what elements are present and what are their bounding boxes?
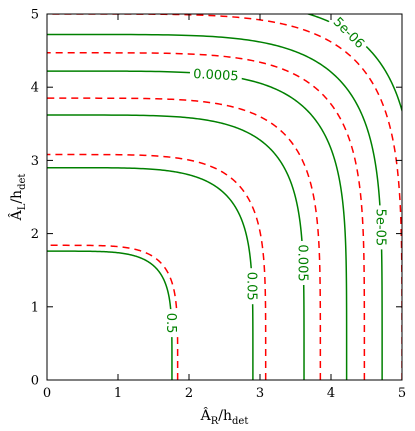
contour-label-group: 0.05 <box>244 268 261 305</box>
solid-contour <box>305 14 402 114</box>
contour-label-group: 5e-05 <box>373 205 389 250</box>
solid-contour <box>47 114 305 380</box>
dashed-contour <box>47 52 366 380</box>
contour-label: 5e-05 <box>373 209 388 247</box>
contour-label-backdrop <box>163 309 180 338</box>
solid-contour <box>47 166 254 380</box>
x-tick-label: 5 <box>398 386 406 401</box>
contour-label-group: 0.5 <box>163 309 180 338</box>
solid-contour <box>47 250 173 380</box>
contour-label: 5e-06 <box>330 15 367 52</box>
contour-label: 0.005 <box>295 244 310 281</box>
y-tick-label: 0 <box>31 374 39 389</box>
x-tick-label: 3 <box>256 386 264 401</box>
y-tick-label: 1 <box>31 300 39 315</box>
x-axis-label: ÂR/hdet <box>200 406 249 427</box>
x-tick-label: 0 <box>43 386 51 401</box>
solid-contour <box>47 33 383 380</box>
x-tick-label: 2 <box>185 386 193 401</box>
contour-labels: 0.5 0.05 0.005 0.0005 5e-05 5e-06 <box>163 11 389 338</box>
contour-label-backdrop <box>373 205 389 250</box>
contour-label: 0.0005 <box>193 67 239 84</box>
y-axis-label: ÂL/hdet <box>7 174 28 222</box>
y-tick-label: 2 <box>31 227 39 242</box>
contour-label: 0.05 <box>244 272 259 301</box>
y-tick-label: 5 <box>31 8 39 23</box>
axis-ticks: 0 1 2 3 4 5 0 1 2 3 4 5 <box>31 8 406 402</box>
y-tick-label: 3 <box>31 154 39 169</box>
dashed-contour <box>47 153 267 380</box>
contour-label-backdrop <box>327 11 371 54</box>
plot-frame <box>46 13 403 381</box>
contour-label-group: 5e-06 <box>327 11 371 54</box>
contour-label-backdrop <box>295 241 312 285</box>
x-tick-label: 4 <box>327 386 335 401</box>
contour-label-group: 0.0005 <box>189 65 243 85</box>
x-tick-label: 1 <box>114 386 122 401</box>
contour-label-backdrop <box>189 65 243 85</box>
contour-label-backdrop <box>244 268 261 305</box>
contour-label: 0.5 <box>163 313 178 334</box>
contour-curves <box>47 14 402 380</box>
dashed-contour <box>47 97 322 380</box>
dashed-contour <box>47 244 179 380</box>
y-tick-label: 4 <box>31 81 39 96</box>
dashed-contour <box>47 14 402 380</box>
contour-label-group: 0.005 <box>295 241 312 285</box>
solid-contour <box>47 70 348 380</box>
